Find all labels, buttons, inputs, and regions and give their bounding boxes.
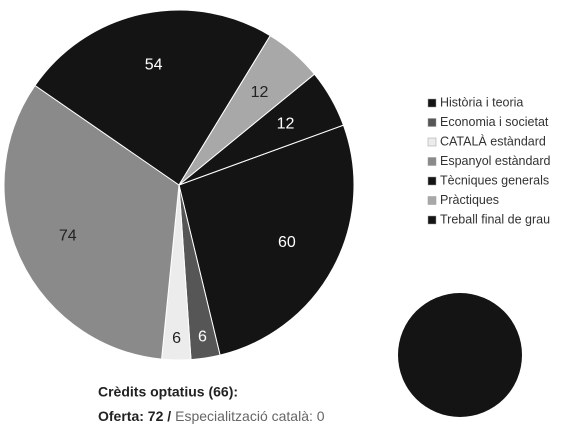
slice-label: 74 bbox=[59, 228, 77, 245]
pie-slice bbox=[178, 124, 355, 356]
slice-label: 6 bbox=[172, 330, 181, 347]
note-heading: Crèdits optatius (66): bbox=[98, 384, 238, 400]
pie-slice bbox=[178, 73, 345, 186]
legend-swatch bbox=[427, 215, 437, 225]
note-offer: Oferta: 72 / bbox=[98, 408, 171, 424]
legend-swatch bbox=[427, 118, 437, 127]
legend-swatch bbox=[427, 98, 437, 108]
legend-label: CATALÀ estàndard bbox=[440, 133, 546, 148]
slice-label: 60 bbox=[278, 234, 296, 251]
pie-slice bbox=[3, 84, 180, 360]
decor-circle bbox=[398, 293, 522, 417]
legend-label: Tècniques generals bbox=[440, 173, 549, 187]
legend-label: Economia i societat bbox=[440, 115, 549, 129]
note-line: Oferta: 72 /Especialització català: 0 bbox=[98, 408, 325, 424]
legend-label: Espanyol estàndard bbox=[440, 154, 551, 168]
legend-label: Història i teoria bbox=[440, 95, 523, 109]
pie-slice bbox=[34, 9, 271, 186]
legend-swatch bbox=[427, 196, 437, 205]
note-specialization: Especialització català: 0 bbox=[175, 408, 325, 424]
legend-swatch bbox=[427, 157, 437, 166]
legend-label: Pràctiques bbox=[440, 193, 499, 207]
slice-label: 54 bbox=[145, 56, 163, 73]
slice-label: 6 bbox=[198, 328, 207, 345]
legend-label: Treball final de grau bbox=[440, 212, 550, 226]
slice-label: 12 bbox=[251, 84, 269, 101]
slice-label: 12 bbox=[277, 116, 295, 133]
legend-swatch bbox=[427, 137, 437, 147]
legend-swatch bbox=[427, 176, 437, 186]
